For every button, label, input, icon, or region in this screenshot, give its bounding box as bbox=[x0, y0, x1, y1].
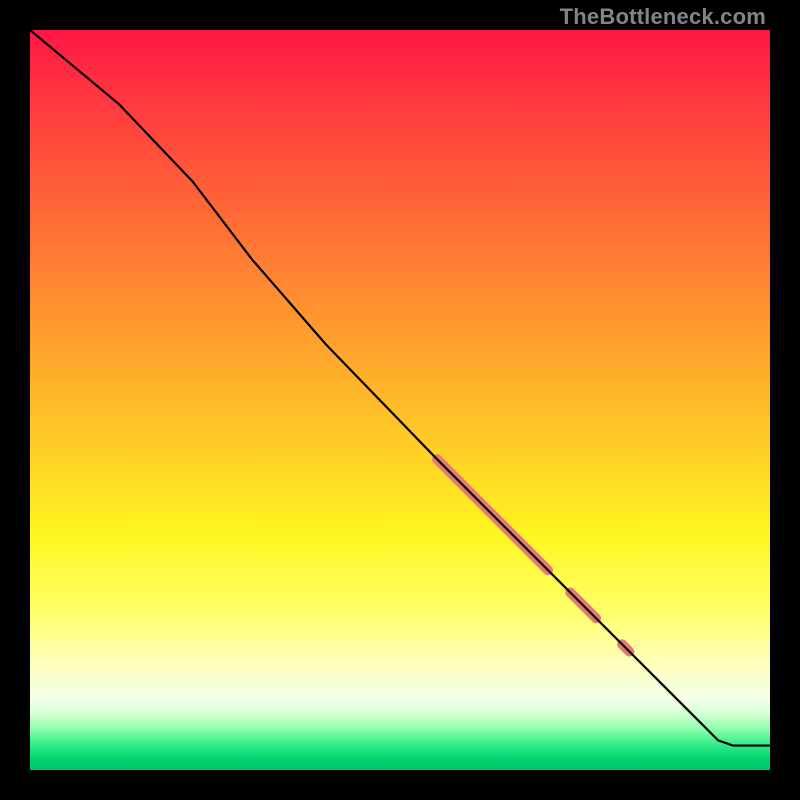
plot-area bbox=[30, 30, 770, 770]
chart-frame: TheBottleneck.com bbox=[0, 0, 800, 800]
gradient-background bbox=[30, 30, 770, 770]
plot-svg bbox=[30, 30, 770, 770]
watermark-text: TheBottleneck.com bbox=[560, 4, 766, 30]
